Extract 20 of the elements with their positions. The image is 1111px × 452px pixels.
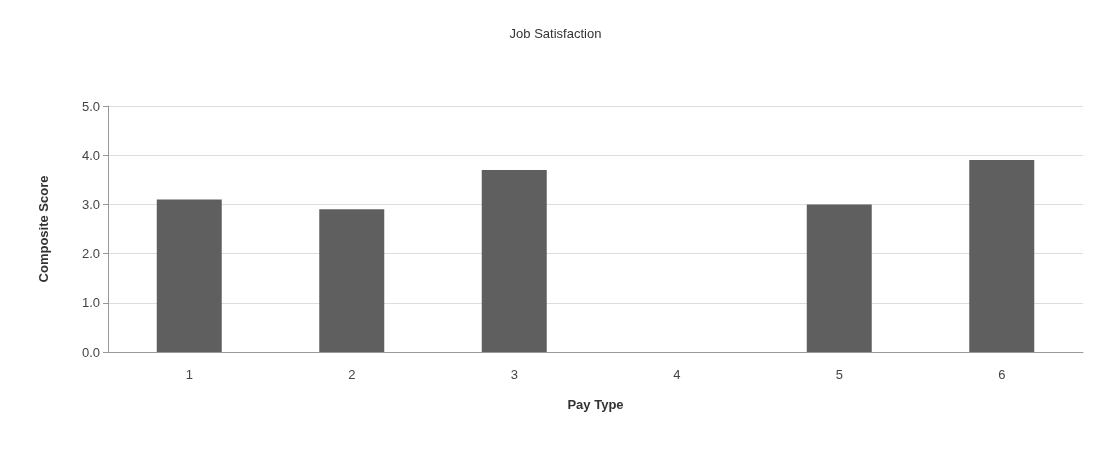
y-axis-title: Composite Score [36, 175, 51, 283]
bar [481, 169, 547, 352]
y-tick-label: 1.0 [81, 295, 100, 311]
chart-title: Job Satisfaction [509, 26, 602, 41]
x-tick-label: 5 [835, 367, 843, 382]
bar [156, 199, 222, 352]
y-tick-label: 2.0 [81, 246, 100, 262]
x-tick-label: 3 [510, 367, 518, 382]
y-tick-label: 4.0 [81, 147, 100, 163]
y-tick-label: 0.0 [81, 344, 100, 360]
y-tick-label: 3.0 [81, 196, 100, 212]
x-tick-label: 1 [185, 367, 193, 382]
bar [806, 204, 872, 352]
x-axis-title: Pay Type [567, 397, 624, 412]
x-tick-label: 6 [998, 367, 1006, 382]
bar [969, 160, 1035, 352]
x-tick-label: 2 [348, 367, 356, 382]
x-tick-label: 4 [673, 367, 681, 382]
bar [319, 209, 385, 352]
y-tick-label: 5.0 [81, 98, 100, 114]
